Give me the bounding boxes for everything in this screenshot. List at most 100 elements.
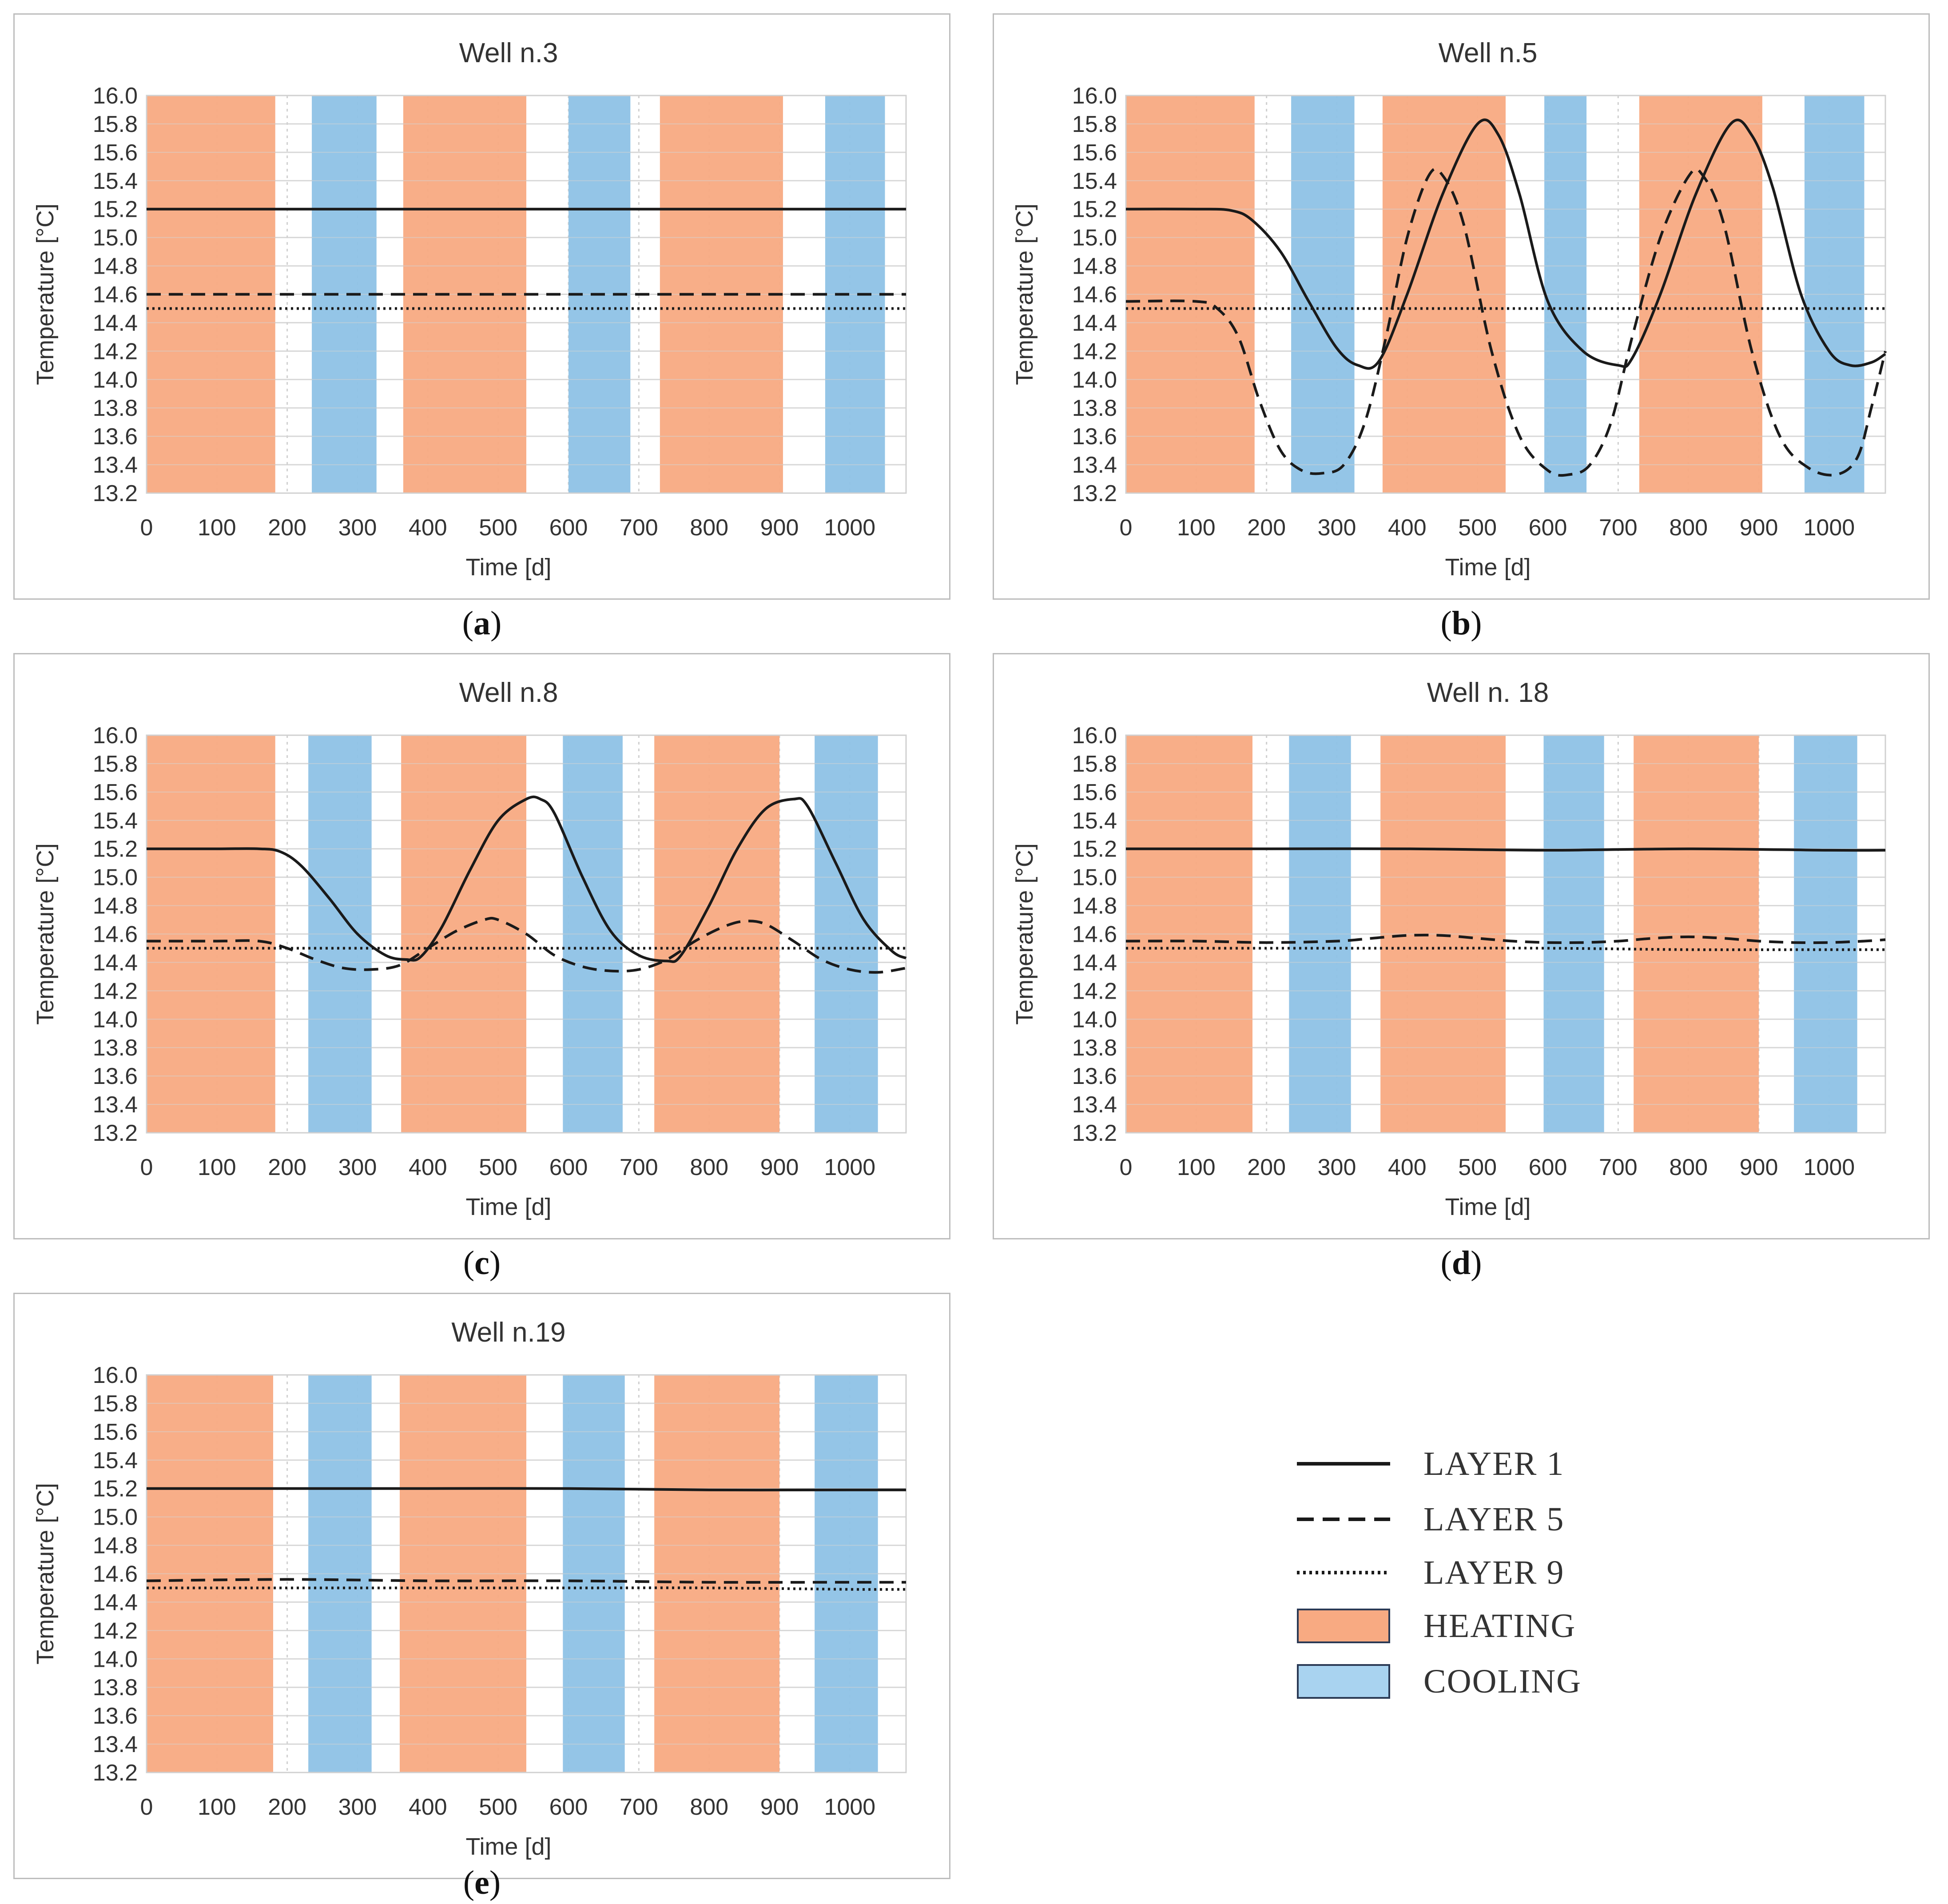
chart-c-xtick-2: 200 [268, 1155, 306, 1180]
chart-c-xtick-1: 100 [198, 1155, 236, 1180]
chart-d-ylabel: Temperature [°C] [1011, 843, 1038, 1025]
chart-e-xtick-4: 400 [409, 1794, 447, 1820]
legend-label-cooling: COOLING [1423, 1663, 1582, 1700]
chart-a-xtick-8: 800 [690, 515, 728, 541]
chart-a-xlabel: Time [d] [465, 554, 551, 581]
chart-d-ytick-2: 13.6 [1072, 1064, 1117, 1089]
panel-letter-b: (b) [1440, 605, 1482, 642]
chart-a-ytick-4: 14.0 [93, 367, 138, 393]
chart-e-ytick-0: 13.2 [93, 1760, 138, 1786]
chart-d-xtick-7: 700 [1599, 1155, 1638, 1180]
chart-c-ytick-4: 14.0 [93, 1007, 138, 1032]
chart-a-xtick-1: 100 [198, 515, 236, 541]
chart-a-ylabel: Temperature [°C] [32, 203, 59, 385]
chart-e-ytick-1: 13.4 [93, 1732, 138, 1757]
chart-d-xtick-8: 800 [1669, 1155, 1708, 1180]
chart-e-xtick-7: 700 [620, 1794, 658, 1820]
chart-e-series-1 [147, 1487, 906, 1492]
chart-d-xlabel: Time [d] [1445, 1194, 1531, 1220]
chart-c-ytick-8: 14.8 [93, 893, 138, 919]
legend-label-layer9: LAYER 9 [1423, 1554, 1565, 1591]
chart-a-xtick-5: 500 [479, 515, 517, 541]
legend-swatch-layer1 [1297, 1462, 1390, 1466]
chart-e-ytick-12: 15.6 [93, 1419, 138, 1445]
chart-d-ytick-13: 15.8 [1072, 751, 1117, 777]
chart-c-ytick-3: 13.8 [93, 1035, 138, 1061]
chart-b-xtick-8: 800 [1669, 515, 1708, 541]
chart-b-xlabel: Time [d] [1445, 554, 1531, 581]
chart-e-ytick-7: 14.6 [93, 1561, 138, 1587]
chart-a-xtick-6: 600 [549, 515, 588, 541]
chart-e-svg: Well n.1913.213.413.613.814.014.214.414.… [13, 1293, 950, 1879]
chart-a-title: Well n.3 [459, 38, 558, 68]
chart-b-ytick-0: 13.2 [1072, 481, 1117, 506]
chart-b-xtick-5: 500 [1458, 515, 1497, 541]
chart-a-ytick-2: 13.6 [93, 424, 138, 450]
chart-e-ytick-6: 14.4 [93, 1589, 138, 1615]
chart-d-xtick-6: 600 [1529, 1155, 1567, 1180]
chart-a-ytick-10: 15.2 [93, 197, 138, 223]
chart-b-ytick-8: 14.8 [1072, 254, 1117, 279]
chart-e-ytick-3: 13.8 [93, 1675, 138, 1701]
chart-a-ytick-12: 15.6 [93, 140, 138, 166]
chart-b-ytick-13: 15.8 [1072, 112, 1117, 137]
chart-d-ytick-10: 15.2 [1072, 836, 1117, 862]
chart-c-xtick-6: 600 [549, 1155, 588, 1180]
chart-e-series-2 [147, 1578, 906, 1584]
chart-b-xtick-3: 300 [1318, 515, 1356, 541]
chart-b-plot-border [1125, 95, 1886, 494]
chart-e-xtick-5: 500 [479, 1794, 517, 1820]
chart-e-xtick-9: 900 [760, 1794, 799, 1820]
legend-swatch-cooling [1297, 1664, 1390, 1699]
chart-b-ytick-7: 14.6 [1072, 282, 1117, 308]
legend-item-layer1: LAYER 1 [1297, 1439, 1697, 1488]
chart-e-title: Well n.19 [451, 1317, 565, 1348]
chart-c-plot-border [146, 734, 907, 1134]
chart-e-ytick-2: 13.6 [93, 1703, 138, 1729]
chart-e-ytick-13: 15.8 [93, 1391, 138, 1417]
chart-e-ytick-10: 15.2 [93, 1476, 138, 1502]
chart-d-ytick-7: 14.6 [1072, 922, 1117, 948]
legend-item-layer9: LAYER 9 [1297, 1548, 1697, 1597]
chart-d-ytick-0: 13.2 [1072, 1120, 1117, 1146]
chart-panel-a: Well n.3 13.2 13.4 13.6 13.8 14.0 14.2 14.4 14.6… [13, 13, 950, 600]
chart-d-ytick-11: 15.4 [1072, 808, 1117, 834]
chart-e-xtick-3: 300 [338, 1794, 377, 1820]
chart-b-ylabel: Temperature [°C] [1011, 203, 1038, 385]
chart-d-ytick-12: 15.6 [1072, 780, 1117, 805]
chart-b-ytick-2: 13.6 [1072, 424, 1117, 450]
chart-a-ytick-1: 13.4 [93, 452, 138, 478]
chart-c-ytick-12: 15.6 [93, 780, 138, 805]
chart-panel-b: Well n.5 13.2 13.4 13.6 13.8 14.0 14.2 14.4 14.6… [993, 13, 1930, 600]
chart-c-svg: Well n.8 13.213.4 13.6 13.8 14.0 14.214.414.6… [13, 653, 950, 1239]
chart-e-xtick-2: 200 [268, 1794, 306, 1820]
legend-label-layer5: LAYER 5 [1423, 1501, 1565, 1538]
chart-b-ytick-5: 14.2 [1072, 339, 1117, 364]
chart-d-plot-border [1125, 734, 1886, 1134]
chart-d-ytick-1: 13.4 [1072, 1092, 1117, 1118]
chart-e-ytick-8: 14.8 [93, 1533, 138, 1559]
chart-d-series-1 [1126, 847, 1886, 852]
chart-a-xtick-9: 900 [760, 515, 799, 541]
chart-d-xtick-1: 100 [1177, 1155, 1216, 1180]
chart-e-xlabel: Time [d] [465, 1833, 551, 1860]
chart-c-ylabel: Temperature [°C] [32, 843, 59, 1025]
chart-a-xtick-10: 1000 [824, 515, 875, 541]
chart-a-ytick-7: 14.6 [93, 282, 138, 308]
chart-b-xtick-9: 900 [1740, 515, 1778, 541]
chart-e-xtick-6: 600 [549, 1794, 588, 1820]
chart-a-ytick-6: 14.4 [93, 310, 138, 336]
legend-swatch-heating [1297, 1609, 1390, 1643]
panel-letter-c: (c) [463, 1244, 501, 1282]
chart-c-xtick-8: 800 [690, 1155, 728, 1180]
chart-a-ytick-8: 14.8 [93, 254, 138, 279]
chart-d-svg: Well n. 1813.213.413.613.814.014.214.414… [993, 653, 1930, 1239]
chart-b-xtick-0: 0 [1120, 515, 1133, 541]
chart-c-ytick-5: 14.2 [93, 978, 138, 1004]
chart-c-title: Well n.8 [459, 677, 558, 708]
chart-b-ytick-3: 13.8 [1072, 395, 1117, 421]
chart-a-xtick-2: 200 [268, 515, 306, 541]
chart-c-xlabel: Time [d] [465, 1194, 551, 1220]
chart-a-xtick-7: 700 [620, 515, 658, 541]
chart-e-plot-border [146, 1374, 907, 1773]
